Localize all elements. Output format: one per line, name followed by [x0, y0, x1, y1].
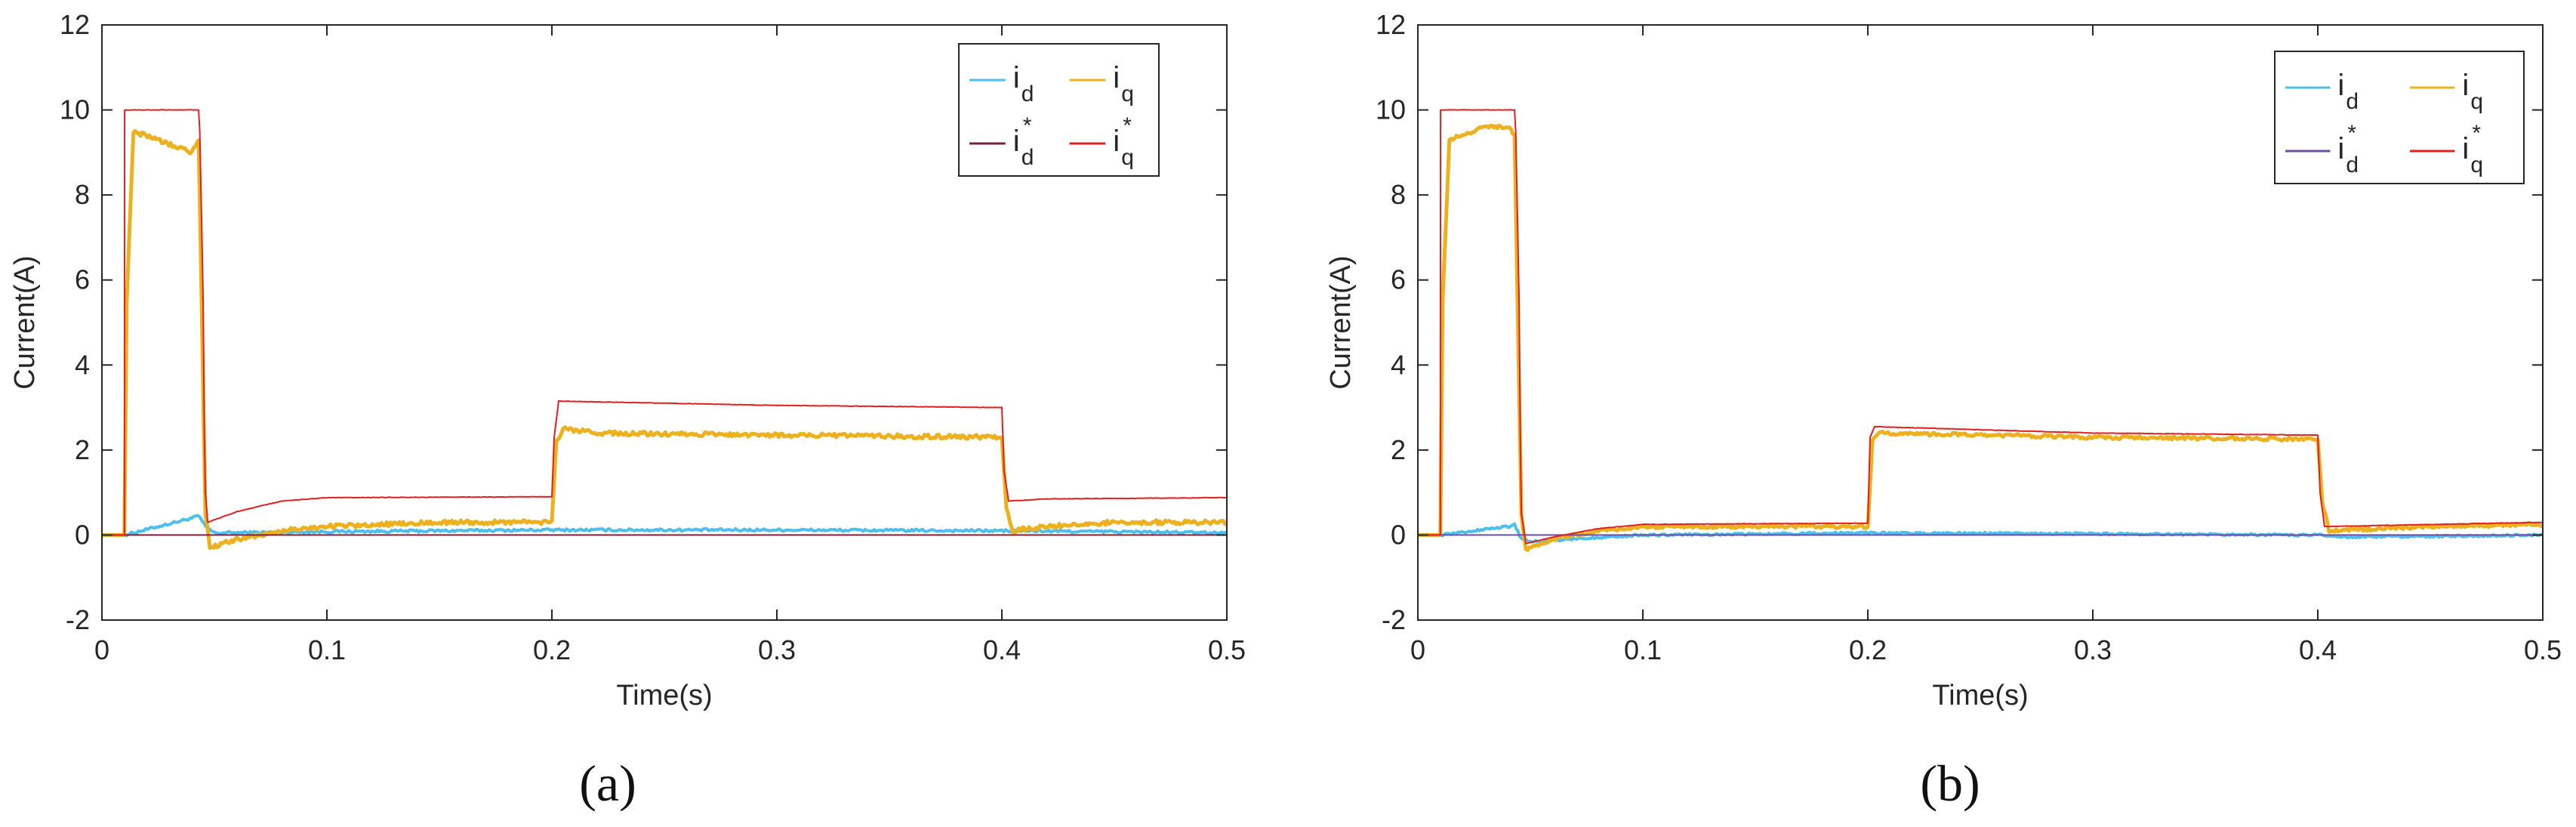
legend-label-base: i [1013, 125, 1020, 158]
x-axis-label: Time(s) [1932, 680, 2028, 711]
x-tick-label: 0 [1410, 634, 1425, 665]
legend-box [2274, 51, 2525, 184]
y-tick-label: -2 [1382, 604, 1406, 635]
series-line-iq_ref [102, 109, 1227, 536]
y-tick-label: 4 [1391, 349, 1406, 380]
legend-label-base: i [2462, 69, 2469, 102]
x-tick-label: 0.4 [2299, 634, 2337, 665]
x-tick-label: 0.2 [1849, 634, 1887, 665]
legend-label-sub: q [1121, 145, 1134, 170]
series-line-iq [102, 128, 1227, 551]
series-line-iq_ref [1418, 109, 2543, 545]
x-tick-label: 0.3 [2074, 634, 2112, 665]
y-tick-label: 2 [1391, 434, 1406, 465]
y-tick-label: 6 [75, 264, 90, 295]
legend-label-sub: d [2346, 153, 2359, 177]
legend-box [958, 43, 1160, 177]
y-tick-label: -2 [66, 604, 90, 635]
y-tick-label: 10 [60, 94, 90, 125]
legend-label-sub: d [1021, 82, 1034, 106]
legend: i d i qi d* i q* [958, 43, 1160, 177]
subfigure-caption: (a) [579, 754, 636, 812]
y-tick-label: 4 [75, 349, 90, 380]
y-axis-label: Current(A) [1325, 255, 1357, 389]
y-tick-label: 8 [75, 179, 90, 210]
axes-frame [1417, 24, 2544, 621]
series-group [102, 109, 1227, 551]
legend-label-sub: q [2470, 89, 2483, 114]
y-tick-label: 0 [1391, 519, 1406, 550]
y-tick-label: 2 [75, 434, 90, 465]
x-axis-label: Time(s) [616, 680, 712, 711]
series-line-id [1418, 522, 2543, 544]
legend-label-sub: d [1021, 145, 1034, 170]
legend: i d i qi d* i q* [2274, 51, 2525, 184]
y-tick-label: 12 [1376, 9, 1406, 40]
legend-label-base: i [1013, 61, 1020, 94]
subfigure-caption: (b) [1920, 754, 1980, 812]
series-line-iq [1418, 123, 2543, 552]
x-tick-label: 0.2 [533, 634, 571, 665]
legend-label-sup: * [1123, 113, 1132, 138]
y-axis-label: Current(A) [9, 255, 41, 389]
legend-label-sub: d [2346, 89, 2359, 114]
x-tick-label: 0.1 [308, 634, 346, 665]
legend-label-sup: * [2347, 121, 2356, 146]
y-tick-label: 8 [1391, 179, 1406, 210]
series-group [1418, 109, 2543, 552]
chart-a: 0 0.1 0.2 0.3 0.4 0.5-2024681012Time(s)Curren… [9, 9, 1246, 812]
x-tick-label: 0.4 [983, 634, 1021, 665]
x-tick-label: 0 [94, 634, 109, 665]
legend-label-base: i [2337, 69, 2344, 102]
y-tick-label: 10 [1376, 94, 1406, 125]
y-tick-label: 12 [60, 9, 90, 40]
legend-label-base: i [1113, 61, 1120, 94]
y-tick-label: 0 [75, 519, 90, 550]
legend-label-sup: * [1023, 113, 1032, 138]
legend-label-sub: q [2470, 153, 2483, 177]
axes-frame [101, 24, 1228, 621]
legend-label-base: i [2337, 132, 2344, 165]
y-tick-label: 6 [1391, 264, 1406, 295]
legend-label-base: i [2462, 132, 2469, 165]
legend-label-sup: * [2472, 121, 2481, 146]
chart-b: 0 0.1 0.2 0.3 0.4 0.5-2024681012Time(s)Curren… [1325, 9, 2562, 812]
legend-label-sub: q [1121, 82, 1134, 106]
x-tick-label: 0.3 [758, 634, 796, 665]
x-tick-label: 0.1 [1624, 634, 1662, 665]
legend-label-base: i [1113, 125, 1120, 158]
x-tick-label: 0.5 [2524, 634, 2562, 665]
x-tick-label: 0.5 [1208, 634, 1246, 665]
